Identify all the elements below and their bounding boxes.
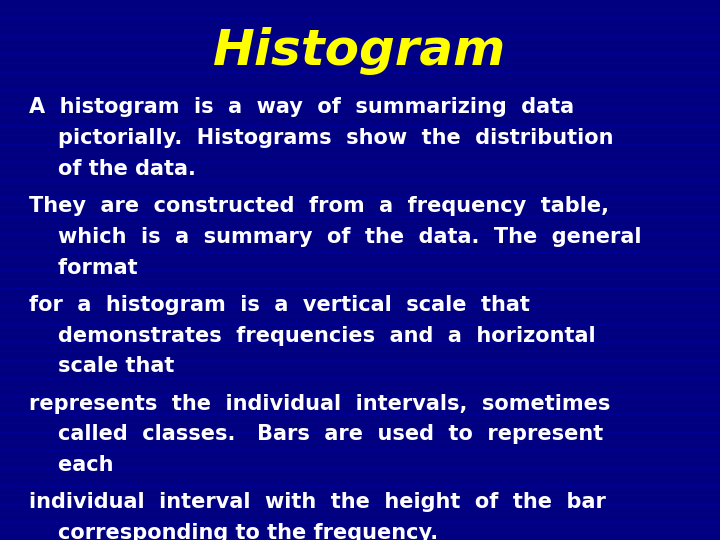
Text: format: format bbox=[29, 258, 138, 278]
Text: pictorially.  Histograms  show  the  distribution: pictorially. Histograms show the distrib… bbox=[29, 128, 613, 148]
Text: corresponding to the frequency.: corresponding to the frequency. bbox=[29, 523, 438, 540]
Text: called  classes.   Bars  are  used  to  represent: called classes. Bars are used to represe… bbox=[29, 424, 603, 444]
Text: demonstrates  frequencies  and  a  horizontal: demonstrates frequencies and a horizonta… bbox=[29, 326, 595, 346]
Text: Histogram: Histogram bbox=[213, 27, 507, 75]
Text: for  a  histogram  is  a  vertical  scale  that: for a histogram is a vertical scale that bbox=[29, 295, 530, 315]
Text: individual  interval  with  the  height  of  the  bar: individual interval with the height of t… bbox=[29, 492, 606, 512]
Text: represents  the  individual  intervals,  sometimes: represents the individual intervals, som… bbox=[29, 394, 610, 414]
Text: scale that: scale that bbox=[29, 356, 174, 376]
Text: A  histogram  is  a  way  of  summarizing  data: A histogram is a way of summarizing data bbox=[29, 97, 574, 117]
Text: They  are  constructed  from  a  frequency  table,: They are constructed from a frequency ta… bbox=[29, 196, 609, 216]
Text: each: each bbox=[29, 455, 113, 475]
Text: which  is  a  summary  of  the  data.  The  general: which is a summary of the data. The gene… bbox=[29, 227, 642, 247]
Text: of the data.: of the data. bbox=[29, 159, 196, 179]
